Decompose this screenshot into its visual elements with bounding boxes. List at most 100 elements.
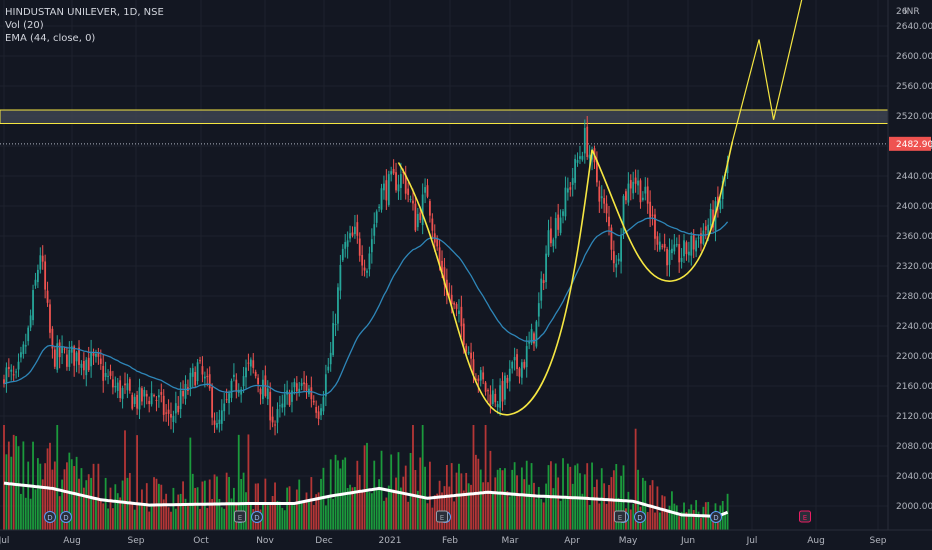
price-tick-label: 2440.00	[896, 172, 932, 182]
candle-body	[317, 411, 320, 419]
candle-body	[370, 239, 373, 253]
price-tick-label: 2320.00	[896, 262, 932, 272]
candle-body	[542, 280, 545, 284]
volume-bar	[407, 501, 410, 530]
volume-bar	[177, 494, 180, 530]
volume-bar	[78, 478, 80, 530]
volume-bar	[559, 500, 562, 530]
candle-body	[15, 371, 17, 373]
candle-body	[196, 362, 199, 382]
candle-body	[491, 390, 494, 404]
candle-body	[128, 379, 131, 391]
volume-bar	[165, 493, 168, 530]
time-tick-label: 2021	[379, 536, 402, 546]
volume-bar	[58, 496, 61, 530]
candle-body	[162, 395, 165, 415]
resistance-zone[interactable]	[0, 109, 889, 124]
cup-pattern-curve[interactable]	[397, 149, 593, 416]
candle-body	[32, 290, 34, 321]
candle-body	[259, 388, 262, 395]
volume-bar	[24, 497, 27, 530]
candle-body	[24, 345, 27, 347]
time-tick-label: Sep	[870, 536, 887, 546]
volume-bar	[104, 477, 107, 530]
candle-body	[520, 362, 523, 378]
ema-line	[3, 217, 729, 396]
dividend-marker: D	[60, 511, 72, 523]
candle-body	[697, 237, 700, 239]
candle-body	[305, 383, 308, 391]
candle-body	[80, 363, 83, 368]
candle-body	[407, 188, 410, 195]
candle-body	[327, 366, 330, 371]
breakout-projection-line[interactable]	[731, 0, 803, 142]
time-tick-label: Sep	[128, 536, 145, 546]
dividend-marker: D	[710, 511, 722, 523]
volume-bar	[300, 503, 303, 530]
volume-bar	[121, 480, 124, 530]
volume-bar	[286, 487, 289, 530]
candle-body	[656, 236, 659, 245]
candle-body	[194, 371, 197, 386]
volume-bar	[303, 501, 305, 530]
candle-body	[109, 371, 112, 376]
volume-bar	[598, 503, 601, 530]
price-tick-label: 2080.00	[896, 442, 932, 452]
volume-bar	[663, 496, 666, 530]
symbol-title[interactable]: HINDUSTAN UNILEVER, 1D, NSE	[5, 7, 164, 18]
price-tick-label: 2640.00	[896, 22, 932, 32]
candle-body	[29, 315, 32, 328]
volume-bar	[668, 505, 671, 530]
candle-body	[266, 388, 269, 400]
candle-body	[332, 323, 335, 356]
candle-body	[424, 187, 426, 193]
candle-body	[540, 278, 543, 301]
volume-bar	[116, 493, 119, 530]
volume-bar	[39, 463, 42, 530]
candle-body	[387, 174, 390, 205]
volume-bar	[162, 499, 165, 530]
price-tick-label-partial: 26	[896, 7, 908, 17]
candle-body	[278, 405, 281, 407]
candle-body	[409, 198, 412, 200]
candle-body	[712, 209, 714, 228]
ema-indicator-label[interactable]: EMA (44, close, 0)	[5, 33, 96, 44]
candle-body	[271, 416, 274, 423]
volume-bar	[102, 503, 105, 530]
volume-bar	[402, 476, 405, 530]
volume-bar	[312, 505, 315, 530]
time-axis[interactable]: Jul Aug Sep Oct Nov Dec 2021 Feb Mar Apr May Jun Jul…	[0, 529, 932, 546]
volume-bar	[361, 489, 364, 530]
volume-bar	[511, 469, 514, 530]
volume-bar	[399, 487, 402, 530]
volume-bar	[552, 488, 555, 530]
candle-body	[49, 304, 51, 333]
candle-body	[666, 248, 668, 266]
candle-body	[320, 408, 322, 416]
volume-bar	[349, 484, 351, 530]
volume-bar	[157, 483, 160, 530]
price-tick-label: 2400.00	[896, 202, 932, 212]
volume-bar	[462, 490, 465, 530]
handle-pattern-curve[interactable]	[591, 141, 734, 282]
candle-body	[191, 368, 194, 377]
time-tick-label: Apr	[564, 536, 580, 546]
candle-body	[680, 257, 683, 262]
time-tick-label: Mar	[502, 536, 519, 546]
earnings-marker-letter: E	[238, 514, 242, 522]
volume-bar	[150, 503, 153, 530]
candle-body	[131, 394, 134, 409]
volume-bar	[160, 484, 163, 530]
volume-bar	[438, 480, 441, 530]
candle-body	[501, 380, 504, 402]
volume-bar	[479, 469, 482, 530]
volume-bar	[513, 462, 516, 530]
earnings-marker: E	[234, 510, 246, 523]
volume-bar	[276, 500, 279, 530]
volume-indicator-label[interactable]: Vol (20)	[5, 20, 44, 31]
volume-bar	[131, 503, 134, 530]
earnings-marker-box	[799, 510, 811, 523]
volume-bar	[528, 484, 531, 530]
candle-body	[92, 352, 95, 356]
